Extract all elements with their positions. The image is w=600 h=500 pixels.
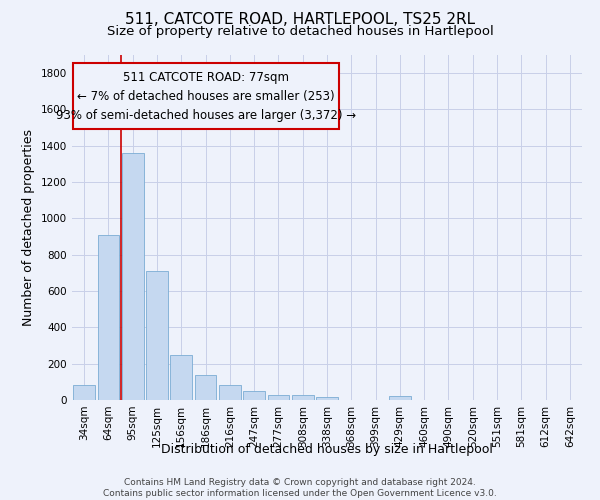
Bar [146, 271, 168, 400]
Bar [243, 391, 265, 400]
Text: Contains HM Land Registry data © Crown copyright and database right 2024.
Contai: Contains HM Land Registry data © Crown c… [103, 478, 497, 498]
Text: Distribution of detached houses by size in Hartlepool: Distribution of detached houses by size … [161, 442, 493, 456]
Bar [268, 394, 289, 400]
Bar [316, 398, 338, 400]
Text: 511, CATCOTE ROAD, HARTLEPOOL, TS25 2RL: 511, CATCOTE ROAD, HARTLEPOOL, TS25 2RL [125, 12, 475, 28]
Bar [97, 235, 119, 400]
Bar [219, 384, 241, 400]
Bar [194, 374, 217, 400]
Bar [122, 153, 143, 400]
FancyBboxPatch shape [73, 63, 339, 130]
Text: 511 CATCOTE ROAD: 77sqm
← 7% of detached houses are smaller (253)
93% of semi-de: 511 CATCOTE ROAD: 77sqm ← 7% of detached… [56, 71, 356, 122]
Bar [389, 396, 411, 400]
Bar [292, 396, 314, 400]
Bar [73, 384, 95, 400]
Y-axis label: Number of detached properties: Number of detached properties [22, 129, 35, 326]
Text: Size of property relative to detached houses in Hartlepool: Size of property relative to detached ho… [107, 25, 493, 38]
Bar [170, 354, 192, 400]
